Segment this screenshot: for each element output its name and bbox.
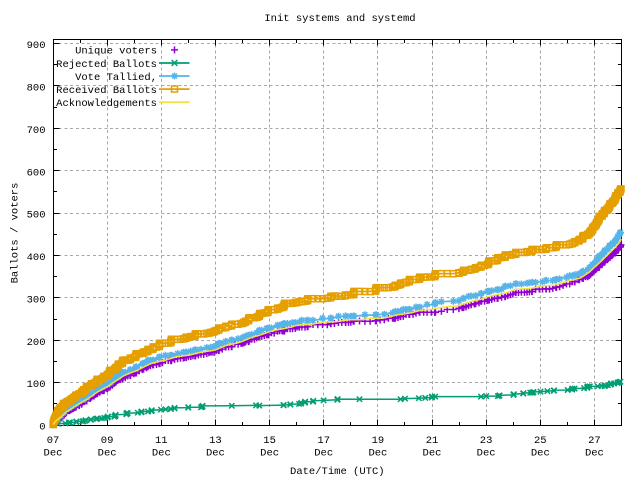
svg-text:Dec: Dec <box>477 448 496 460</box>
svg-text:09: 09 <box>101 435 114 447</box>
svg-text:21: 21 <box>426 435 439 447</box>
svg-text:25: 25 <box>534 435 547 447</box>
svg-text:Dec: Dec <box>260 448 279 460</box>
svg-text:27: 27 <box>588 435 601 447</box>
svg-text:500: 500 <box>27 210 46 222</box>
svg-text:400: 400 <box>27 252 46 264</box>
svg-text:800: 800 <box>27 83 46 95</box>
svg-text:Rejected Ballots: Rejected Ballots <box>56 59 157 71</box>
svg-text:Dec: Dec <box>152 448 171 460</box>
svg-text:15: 15 <box>263 435 276 447</box>
svg-text:0: 0 <box>39 422 45 434</box>
svg-text:Dec: Dec <box>314 448 333 460</box>
svg-text:Dec: Dec <box>44 448 63 460</box>
svg-text:11: 11 <box>155 435 168 447</box>
svg-text:Date/Time (UTC): Date/Time (UTC) <box>290 466 385 478</box>
svg-text:Dec: Dec <box>531 448 550 460</box>
svg-text:Acknowledgements: Acknowledgements <box>56 98 157 110</box>
svg-text:Dec: Dec <box>423 448 442 460</box>
svg-text:Dec: Dec <box>206 448 225 460</box>
svg-text:Dec: Dec <box>585 448 604 460</box>
svg-text:17: 17 <box>317 435 330 447</box>
svg-text:07: 07 <box>47 435 60 447</box>
svg-text:200: 200 <box>27 337 46 349</box>
svg-text:Dec: Dec <box>98 448 117 460</box>
svg-text:Dec: Dec <box>368 448 387 460</box>
svg-text:100: 100 <box>27 379 46 391</box>
svg-text:13: 13 <box>209 435 222 447</box>
svg-text:700: 700 <box>27 125 46 137</box>
svg-text:Unique voters: Unique voters <box>75 46 157 58</box>
svg-text:600: 600 <box>27 167 46 179</box>
svg-text:Ballots / voters: Ballots / voters <box>10 183 22 284</box>
svg-text:Init systems and systemd: Init systems and systemd <box>264 13 415 25</box>
svg-text:Received Ballots: Received Ballots <box>56 85 157 97</box>
svg-text:Vote Tallied,: Vote Tallied, <box>75 72 157 84</box>
svg-text:19: 19 <box>372 435 385 447</box>
svg-text:900: 900 <box>27 40 46 52</box>
svg-text:23: 23 <box>480 435 493 447</box>
svg-text:300: 300 <box>27 294 46 306</box>
